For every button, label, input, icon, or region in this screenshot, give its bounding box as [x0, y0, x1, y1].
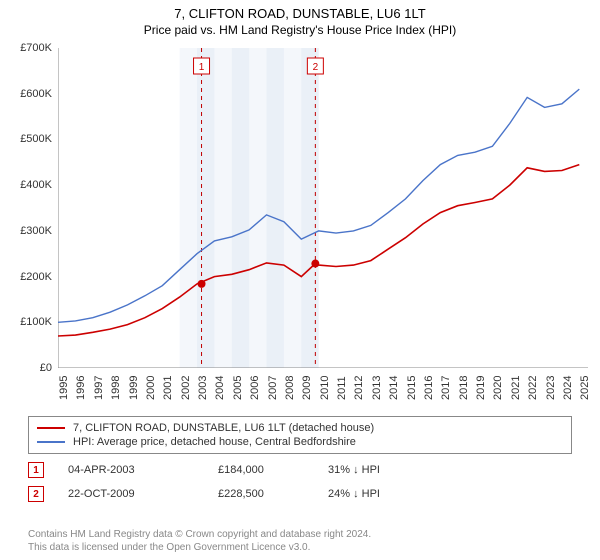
- transaction-price: £184,000: [218, 464, 328, 476]
- legend-label-property: 7, CLIFTON ROAD, DUNSTABLE, LU6 1LT (det…: [73, 422, 374, 434]
- y-tick-label: £700K: [20, 42, 52, 54]
- transaction-price: £228,500: [218, 488, 328, 500]
- footer: Contains HM Land Registry data © Crown c…: [28, 528, 371, 554]
- x-tick-label: 1999: [128, 376, 140, 400]
- x-tick-label: 2023: [545, 376, 557, 400]
- x-tick-label: 2015: [406, 376, 418, 400]
- legend-label-hpi: HPI: Average price, detached house, Cent…: [73, 436, 356, 448]
- x-tick-label: 2025: [579, 376, 591, 400]
- x-tick-label: 2003: [197, 376, 209, 400]
- transaction-date: 22-OCT-2009: [68, 488, 218, 500]
- x-tick-label: 2024: [562, 376, 574, 400]
- y-tick-label: £100K: [20, 316, 52, 328]
- transaction-marker: 2: [28, 486, 44, 502]
- x-tick-label: 2016: [423, 376, 435, 400]
- footer-line2: This data is licensed under the Open Gov…: [28, 541, 371, 554]
- legend-swatch-property: [37, 427, 65, 429]
- chart-subtitle: Price paid vs. HM Land Registry's House …: [0, 21, 600, 37]
- x-tick-label: 2001: [162, 376, 174, 400]
- x-tick-label: 1997: [93, 376, 105, 400]
- x-tick-label: 2019: [475, 376, 487, 400]
- plot-svg: 12: [58, 48, 588, 368]
- x-tick-label: 2009: [301, 376, 313, 400]
- x-tick-label: 2011: [336, 376, 348, 400]
- x-tick-label: 1995: [58, 376, 70, 400]
- transaction-pct: 24% ↓ HPI: [328, 488, 478, 500]
- chart-area: 12 £0£100K£200K£300K£400K£500K£600K£700K…: [58, 48, 588, 368]
- y-tick-label: £400K: [20, 179, 52, 191]
- x-tick-label: 2004: [214, 376, 226, 400]
- x-tick-label: 2008: [284, 376, 296, 400]
- legend-swatch-hpi: [37, 441, 65, 443]
- transaction-date: 04-APR-2003: [68, 464, 218, 476]
- x-tick-label: 2002: [180, 376, 192, 400]
- transaction-pct: 31% ↓ HPI: [328, 464, 478, 476]
- footer-line1: Contains HM Land Registry data © Crown c…: [28, 528, 371, 541]
- legend: 7, CLIFTON ROAD, DUNSTABLE, LU6 1LT (det…: [28, 416, 572, 454]
- x-tick-label: 2017: [440, 376, 452, 400]
- transaction-marker: 1: [28, 462, 44, 478]
- x-tick-label: 2022: [527, 376, 539, 400]
- legend-row-hpi: HPI: Average price, detached house, Cent…: [37, 435, 563, 449]
- x-tick-label: 2018: [458, 376, 470, 400]
- x-tick-label: 2000: [145, 376, 157, 400]
- x-tick-label: 2005: [232, 376, 244, 400]
- x-tick-label: 2006: [249, 376, 261, 400]
- x-tick-label: 1996: [75, 376, 87, 400]
- x-tick-label: 2010: [319, 376, 331, 400]
- x-tick-label: 2021: [510, 376, 522, 400]
- legend-row-property: 7, CLIFTON ROAD, DUNSTABLE, LU6 1LT (det…: [37, 421, 563, 435]
- svg-text:2: 2: [313, 62, 319, 73]
- chart-title: 7, CLIFTON ROAD, DUNSTABLE, LU6 1LT: [0, 0, 600, 21]
- y-tick-label: £500K: [20, 133, 52, 145]
- svg-text:1: 1: [199, 62, 205, 73]
- x-tick-label: 1998: [110, 376, 122, 400]
- transaction-row: 2 22-OCT-2009£228,50024% ↓ HPI: [28, 482, 572, 506]
- y-tick-label: £0: [40, 362, 52, 374]
- x-tick-label: 2014: [388, 376, 400, 400]
- x-tick-label: 2020: [492, 376, 504, 400]
- transaction-rows: 1 04-APR-2003£184,00031% ↓ HPI 2 22-OCT-200…: [28, 458, 572, 506]
- y-tick-label: £200K: [20, 271, 52, 283]
- x-tick-label: 2013: [371, 376, 383, 400]
- y-tick-label: £300K: [20, 225, 52, 237]
- transaction-row: 1 04-APR-2003£184,00031% ↓ HPI: [28, 458, 572, 482]
- y-tick-label: £600K: [20, 88, 52, 100]
- x-tick-label: 2012: [353, 376, 365, 400]
- x-tick-label: 2007: [267, 376, 279, 400]
- chart-container: 7, CLIFTON ROAD, DUNSTABLE, LU6 1LT Pric…: [0, 0, 600, 560]
